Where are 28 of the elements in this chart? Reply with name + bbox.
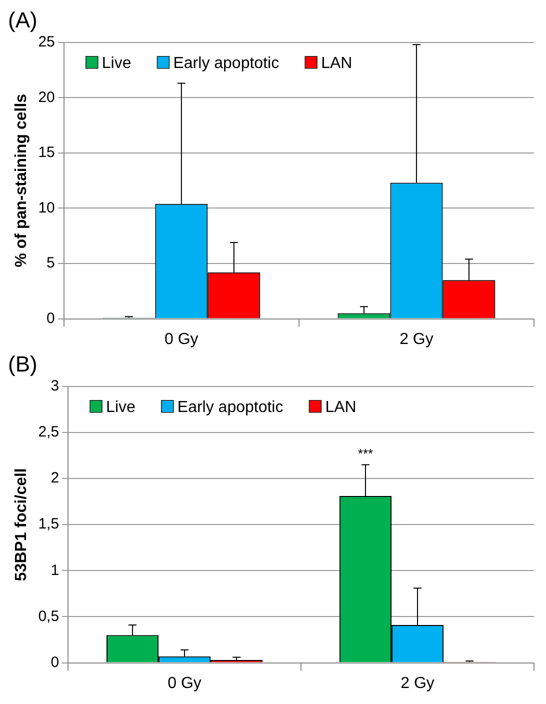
legend-label: Live [102, 54, 132, 72]
y-tick-label: 3 [50, 378, 60, 395]
legend-label: Early apoptotic [173, 54, 280, 72]
y-tick-label: 15 [38, 144, 55, 162]
chart-title: (B) [8, 351, 38, 376]
y-axis-title: 53BP1 foci/cell [13, 468, 30, 582]
y-tick-label: 10 [38, 199, 55, 216]
x-tick-label: 2 Gy [400, 330, 434, 348]
y-tick-label: 0,5 [38, 608, 60, 625]
legend-label: LAN [321, 54, 352, 72]
x-tick-label: 0 Gy [164, 330, 198, 348]
legend-label: Live [106, 398, 136, 416]
y-tick-label: 0 [50, 654, 60, 671]
y-tick-label: 2,5 [38, 424, 60, 441]
y-tick-label: 20 [38, 88, 55, 106]
y-axis-title: % of pan-staining cells [13, 94, 30, 268]
legend-label: Early apoptotic [177, 398, 284, 416]
y-tick-label: 25 [38, 34, 55, 51]
y-tick-label: 1 [50, 562, 60, 579]
y-tick-label: 1,5 [38, 516, 60, 533]
x-tick-label: 0 Gy [168, 674, 202, 692]
y-tick-label: 5 [46, 254, 55, 272]
legend-label: LAN [325, 398, 356, 416]
chart-title: (A) [8, 7, 38, 32]
y-tick-label: 2 [50, 470, 60, 487]
x-tick-label: 2 Gy [400, 674, 434, 692]
annotation: *** [358, 446, 374, 461]
y-tick-label: 0 [46, 310, 55, 327]
